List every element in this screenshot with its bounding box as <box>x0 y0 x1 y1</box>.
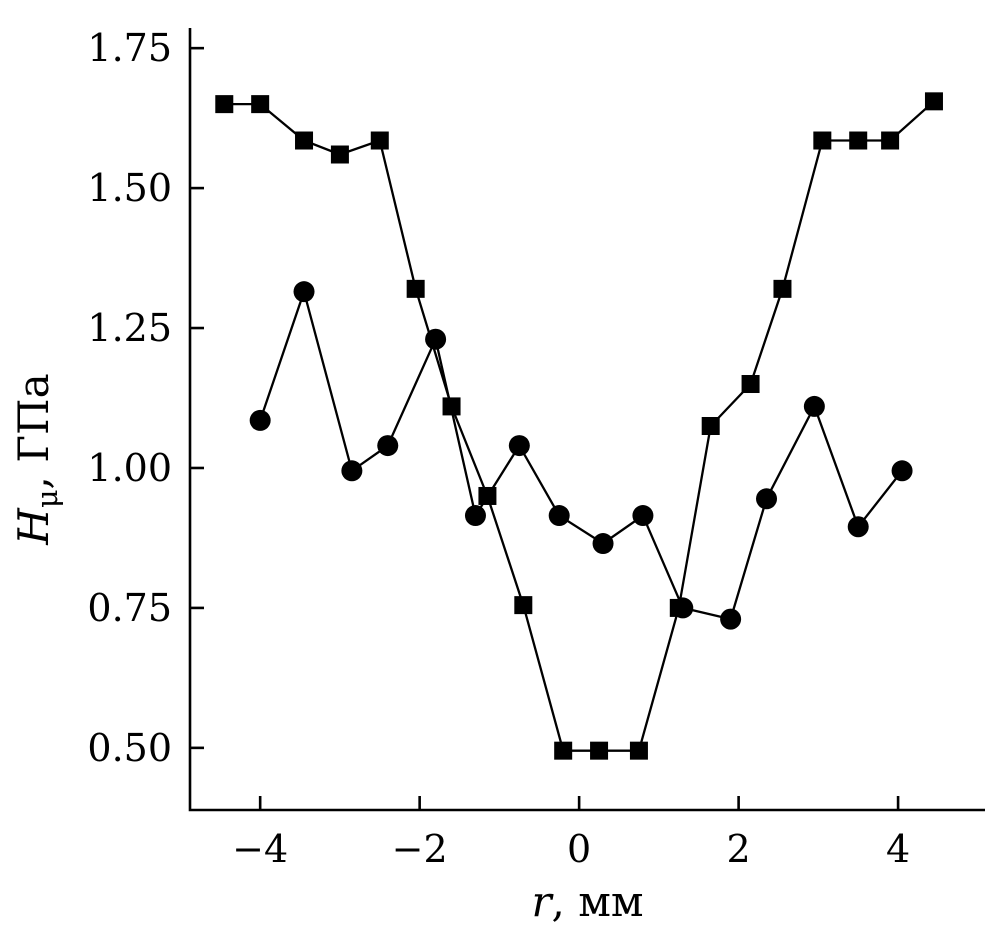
circle-marker-icon <box>803 395 825 417</box>
circle-marker-icon <box>720 608 742 630</box>
square-marker-icon <box>590 741 609 760</box>
circle-marker-icon <box>508 435 530 457</box>
x-axis-title: r, мм <box>531 877 643 926</box>
circle-marker-icon <box>592 533 614 555</box>
series-line-circles <box>259 287 904 621</box>
axes <box>188 28 985 812</box>
y-tick-label: 1.25 <box>87 306 172 350</box>
y-tick-label: 0.75 <box>87 586 172 630</box>
x-tick-label: 2 <box>727 827 751 871</box>
x-tick-label: −2 <box>392 827 448 871</box>
square-marker-icon <box>215 95 234 114</box>
y-axis: 0.50 0.75 1.00 1.25 1.50 1.75 <box>87 26 204 770</box>
y-tick-label: 1.50 <box>87 166 172 210</box>
circle-marker-icon <box>464 505 486 527</box>
circle-marker-icon <box>672 597 694 619</box>
circle-marker-icon <box>756 488 778 510</box>
series-circles <box>249 281 913 630</box>
square-marker-icon <box>924 92 943 111</box>
axis-spine <box>188 28 985 812</box>
y-tick-label: 1.75 <box>87 26 172 70</box>
circle-marker-icon <box>425 328 447 350</box>
y-tick-label: 1.00 <box>87 446 172 490</box>
square-marker-icon <box>701 416 720 435</box>
circle-marker-icon <box>632 505 654 527</box>
circle-marker-icon <box>847 516 869 538</box>
square-marker-icon <box>881 131 900 150</box>
square-marker-icon <box>554 741 573 760</box>
square-marker-icon <box>773 279 792 298</box>
square-marker-icon <box>741 375 760 394</box>
square-marker-icon <box>849 131 868 150</box>
circle-marker-icon <box>891 460 913 482</box>
circle-marker-icon <box>341 460 363 482</box>
x-axis: −4 −2 0 2 4 <box>232 796 910 871</box>
y-axis-title: Hμ, ГПа <box>9 373 64 545</box>
circle-marker-icon <box>249 409 271 431</box>
y-tick-label: 0.50 <box>87 726 172 770</box>
square-marker-icon <box>406 279 425 298</box>
square-marker-icon <box>813 131 832 150</box>
x-tick-label: 4 <box>886 827 910 871</box>
square-marker-icon <box>295 131 314 150</box>
x-tick-label: 0 <box>567 827 591 871</box>
series-squares <box>215 92 943 760</box>
series-line-squares <box>224 100 935 752</box>
square-marker-icon <box>370 131 389 150</box>
x-tick-label: −4 <box>232 827 288 871</box>
square-marker-icon <box>251 95 270 114</box>
square-marker-icon <box>514 596 533 615</box>
square-marker-icon <box>629 741 648 760</box>
square-marker-icon <box>330 145 349 164</box>
circle-marker-icon <box>293 281 315 303</box>
circle-marker-icon <box>548 505 570 527</box>
circle-marker-icon <box>377 435 399 457</box>
